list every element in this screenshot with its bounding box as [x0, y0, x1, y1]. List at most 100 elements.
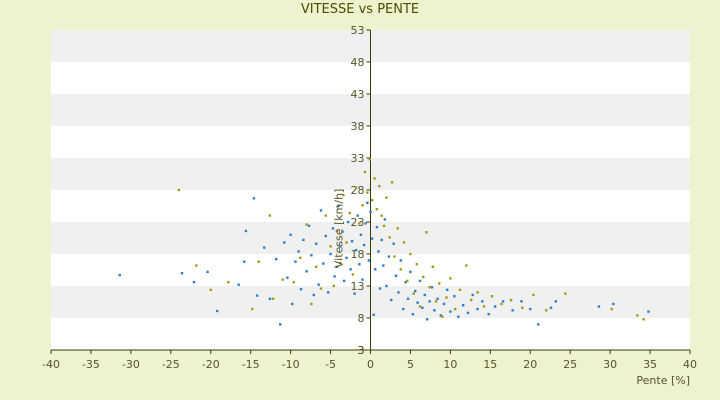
data-point: [305, 270, 308, 273]
data-point: [385, 284, 388, 288]
data-point: [370, 237, 374, 240]
data-point: [332, 284, 335, 288]
data-point: [291, 302, 294, 306]
data-point: [418, 279, 422, 283]
x-tick-label: 40: [683, 358, 697, 371]
data-point: [192, 280, 196, 284]
data-point: [346, 220, 350, 224]
data-point: [597, 305, 601, 308]
data-point: [382, 264, 385, 267]
x-tick-label: 0: [367, 358, 374, 371]
data-point: [390, 181, 394, 184]
data-point: [317, 283, 320, 286]
data-point: [314, 265, 318, 268]
data-point: [341, 230, 344, 233]
data-point: [390, 298, 393, 302]
data-point: [335, 229, 339, 233]
data-point: [299, 288, 303, 291]
data-point: [434, 300, 438, 303]
data-point: [338, 245, 342, 248]
data-point: [415, 263, 419, 266]
data-point: [397, 291, 400, 294]
data-point: [243, 260, 246, 263]
data-point: [466, 311, 470, 315]
y-tick-label: 28: [351, 184, 365, 197]
data-point: [380, 238, 383, 242]
data-point: [358, 263, 361, 266]
data-point: [449, 310, 452, 313]
data-point: [442, 302, 446, 306]
data-point: [372, 313, 375, 316]
data-point: [445, 296, 448, 299]
data-point: [421, 306, 424, 309]
data-point: [297, 250, 300, 253]
y-tick-label: 23: [351, 216, 365, 229]
data-point: [180, 272, 184, 275]
data-point: [286, 276, 289, 279]
x-tick-label: -10: [282, 358, 300, 371]
data-point: [469, 298, 473, 302]
data-point: [433, 309, 436, 312]
data-point: [215, 309, 219, 313]
data-point: [268, 214, 272, 217]
y-tick-label: 38: [351, 120, 365, 133]
data-point: [342, 193, 345, 197]
data-point: [366, 191, 369, 194]
data-point: [363, 170, 367, 174]
data-point: [307, 224, 311, 228]
data-point: [396, 227, 399, 230]
x-tick-label: -40: [42, 358, 60, 371]
data-point: [348, 211, 351, 215]
y-tick-label: 48: [351, 56, 365, 69]
data-point: [370, 199, 374, 202]
data-point: [409, 252, 412, 256]
data-point: [195, 264, 198, 267]
data-point: [361, 278, 364, 281]
data-point: [281, 278, 284, 281]
data-point: [237, 283, 240, 286]
x-axis-label: Pente [%]: [636, 374, 690, 387]
data-point: [509, 298, 513, 302]
data-point: [378, 184, 381, 188]
data-point: [271, 297, 275, 300]
data-point: [428, 286, 431, 289]
data-point: [177, 188, 180, 192]
data-point: [244, 229, 248, 233]
data-point: [206, 270, 209, 274]
data-point: [636, 314, 639, 317]
x-tick-label: 10: [443, 358, 457, 371]
data-point: [292, 280, 296, 284]
data-point: [333, 275, 336, 278]
data-point: [399, 268, 403, 271]
data-point: [251, 307, 254, 311]
data-point: [393, 255, 396, 258]
x-tick-label: 30: [603, 358, 617, 371]
x-tick-label: -5: [325, 358, 336, 371]
data-point: [471, 293, 474, 297]
y-tick-label: 43: [351, 88, 365, 101]
data-point: [385, 196, 388, 199]
data-point: [324, 234, 327, 238]
x-axis-ticks: -40 -35 -30 -25 -20 -15 -10 -5 0 5 10 15 20 25 30 35 40: [42, 350, 697, 371]
x-tick-label: 20: [523, 358, 537, 371]
data-point: [482, 305, 486, 308]
y-tick-label: 33: [351, 152, 365, 165]
data-point: [416, 301, 419, 304]
data-point: [399, 259, 403, 262]
data-point: [501, 300, 505, 303]
data-point: [364, 222, 367, 225]
data-point: [378, 287, 382, 290]
y-tick-label: 13: [351, 280, 365, 293]
data-point: [338, 261, 342, 265]
data-point: [354, 186, 358, 189]
data-point: [436, 297, 439, 300]
data-point: [406, 297, 410, 300]
data-point: [647, 310, 650, 313]
data-point: [275, 257, 278, 261]
data-point: [404, 280, 407, 284]
data-point: [279, 323, 282, 326]
data-point: [375, 208, 379, 211]
data-point: [337, 204, 340, 208]
